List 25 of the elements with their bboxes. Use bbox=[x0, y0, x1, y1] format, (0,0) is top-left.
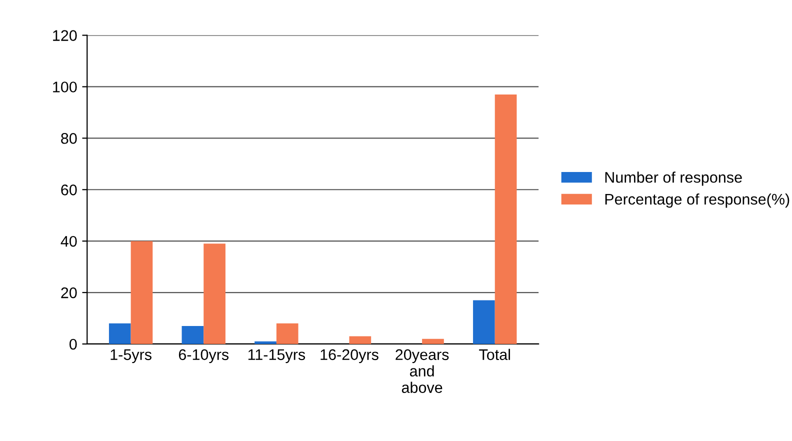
legend-label: Number of response bbox=[605, 172, 742, 186]
x-tick-label: 11-15yrs bbox=[248, 349, 306, 364]
bar bbox=[276, 323, 298, 344]
bar bbox=[204, 244, 226, 344]
y-tick-label: 20 bbox=[61, 287, 77, 298]
bar bbox=[494, 94, 517, 344]
bar bbox=[349, 336, 372, 344]
legend-label: Percentage of response(%) bbox=[605, 193, 790, 208]
bar bbox=[130, 241, 153, 344]
y-tick-label: 80 bbox=[61, 133, 77, 144]
bar bbox=[473, 300, 495, 344]
y-tick-label: 120 bbox=[53, 30, 77, 41]
bar bbox=[108, 323, 131, 344]
bar bbox=[254, 341, 276, 344]
x-tick-label: Total bbox=[479, 348, 510, 360]
y-tick-label: 60 bbox=[61, 184, 77, 196]
x-tick-label: 20years and above bbox=[396, 349, 449, 393]
x-tick-label: 16-20yrs bbox=[320, 349, 378, 364]
x-tick-label: 1-5yrs bbox=[110, 349, 152, 364]
y-tick-label: 0 bbox=[70, 338, 77, 350]
bar bbox=[182, 326, 204, 344]
x-tick-label: 6-10yrs bbox=[178, 349, 229, 364]
bar bbox=[422, 338, 444, 344]
y-tick-label: 40 bbox=[60, 236, 77, 247]
y-tick-label: 100 bbox=[53, 82, 77, 92]
